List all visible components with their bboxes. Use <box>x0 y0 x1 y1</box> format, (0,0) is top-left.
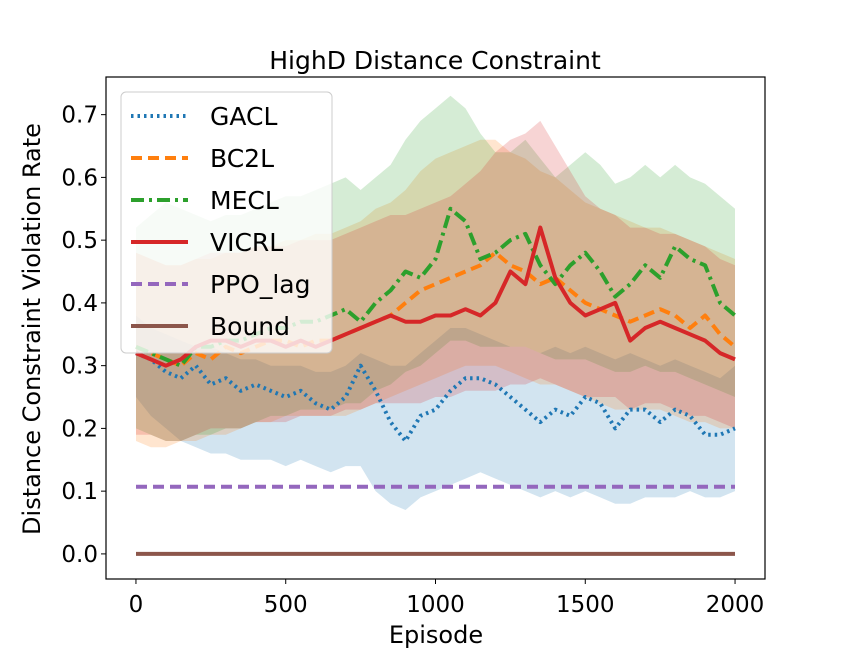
y-tick-label: 0.2 <box>61 416 98 442</box>
y-tick-label: 0.4 <box>61 291 98 317</box>
gacl-line <box>135 351 736 443</box>
y-tick-label: 0.7 <box>61 103 98 129</box>
ppo-lag-legend-label: PPO_lag <box>210 270 310 299</box>
y-tick-label: 0.6 <box>61 165 98 191</box>
confidence-bands <box>136 95 735 510</box>
bc2l-line <box>135 250 737 368</box>
y-tick-label: 0.0 <box>61 542 98 568</box>
x-tick-label: 500 <box>264 592 308 618</box>
gacl-legend-label: GACL <box>210 102 277 131</box>
x-tick-label: 1500 <box>556 592 615 618</box>
vicrl-band <box>136 120 735 442</box>
bound-legend-label: Bound <box>210 312 290 341</box>
legend: GACL BC2L MECL VICRL PPO_lag Bound <box>120 91 333 354</box>
bc2l-legend-label: BC2L <box>210 144 274 173</box>
chart-title: HighD Distance Constraint <box>269 46 601 75</box>
x-tick-label: 0 <box>129 592 144 618</box>
y-tick-label: 0.3 <box>61 354 98 380</box>
x-axis-label: Episode <box>389 621 483 649</box>
x-tick-label: 1000 <box>406 592 465 618</box>
gacl-band <box>136 315 735 510</box>
mecl-legend-label: MECL <box>210 186 279 215</box>
x-axis-ticks: 0 500 1000 1500 2000 <box>129 579 765 618</box>
y-axis-label: Distance Constraint Violation Rate <box>18 123 46 535</box>
x-tick-label: 2000 <box>706 592 765 618</box>
mecl-band <box>136 95 735 442</box>
bc2l-band <box>136 139 735 448</box>
y-tick-label: 0.1 <box>61 479 98 505</box>
y-axis-ticks: 0.0 0.1 0.2 0.3 0.4 0.5 0.6 0.7 <box>61 103 106 568</box>
y-tick-label: 0.5 <box>61 228 98 254</box>
vicrl-legend-label: VICRL <box>210 228 283 257</box>
